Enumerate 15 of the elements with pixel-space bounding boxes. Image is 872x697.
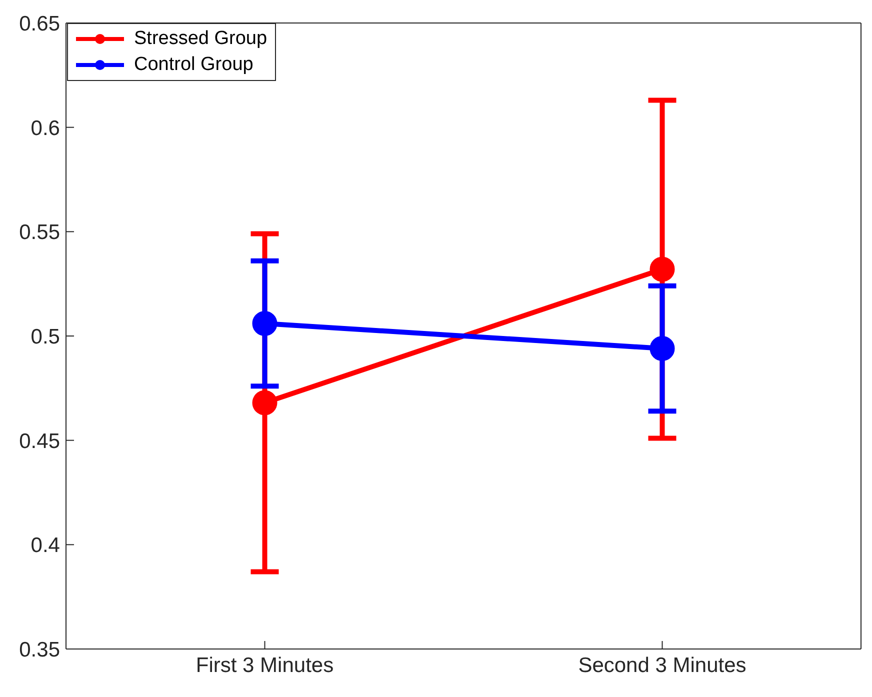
y-tick-label: 0.4 xyxy=(30,534,60,558)
x-tick-label: Second 3 Minutes xyxy=(578,654,746,677)
legend-label: Control Group xyxy=(134,54,254,76)
y-tick-label: 0.5 xyxy=(30,325,60,348)
y-tick-label: 0.35 xyxy=(19,638,60,662)
point xyxy=(252,310,278,336)
y-tick-label: 0.65 xyxy=(19,12,60,36)
y-tick-label: 0.6 xyxy=(30,116,60,140)
point xyxy=(650,336,675,362)
point xyxy=(650,256,675,282)
x-tick-label: First 3 Minutes xyxy=(196,654,334,677)
point xyxy=(252,390,278,416)
y-tick-label: 0.55 xyxy=(19,221,60,244)
y-tick-label: 0.45 xyxy=(19,430,60,453)
legend-label: Stressed Group xyxy=(134,28,268,50)
